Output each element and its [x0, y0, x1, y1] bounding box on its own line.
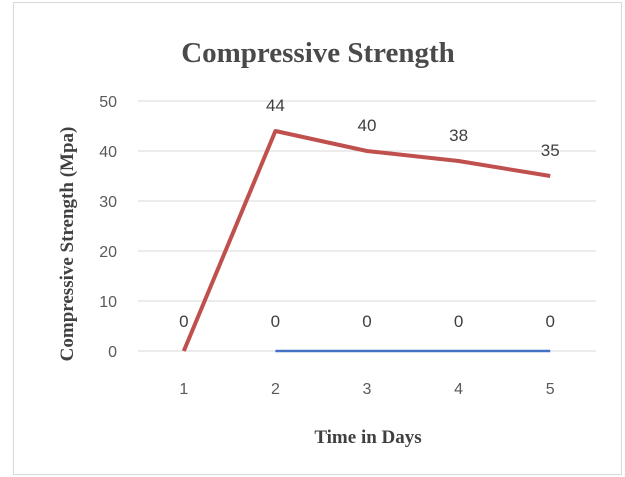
y-tick-label: 0: [108, 344, 117, 361]
y-tick-label: 10: [99, 294, 117, 311]
data-labels: 44 40 38 35 0 0 0 0 0: [179, 96, 560, 331]
x-tick-label: 1: [179, 381, 188, 398]
chart-frame: [13, 2, 622, 475]
data-label: 44: [266, 96, 285, 115]
y-tick-labels: 0 10 20 30 40 50: [99, 94, 117, 361]
x-tick-label: 2: [271, 381, 280, 398]
series-line-red: [181, 129, 551, 352]
data-label: 40: [358, 116, 377, 135]
data-label: 0: [545, 312, 554, 331]
chart-title: Compressive Strength: [181, 37, 455, 69]
data-label: 0: [454, 312, 463, 331]
x-tick-label: 5: [546, 381, 555, 398]
y-tick-label: 40: [99, 144, 117, 161]
x-tick-label: 3: [363, 381, 372, 398]
y-axis-title: Compressive Strength (Mpa): [57, 127, 78, 362]
series-lines: [181, 129, 551, 353]
x-tick-labels: 1 2 3 4 5: [179, 381, 554, 398]
data-label: 0: [179, 312, 188, 331]
x-axis-title: Time in Days: [314, 427, 421, 448]
data-label: 0: [362, 312, 371, 331]
x-tick-label: 4: [454, 381, 463, 398]
y-tick-label: 30: [99, 194, 117, 211]
y-tick-label: 20: [99, 244, 117, 261]
data-label: 35: [541, 141, 560, 160]
y-tick-label: 50: [99, 94, 117, 111]
data-label: 0: [271, 312, 280, 331]
data-label: 38: [449, 126, 468, 145]
